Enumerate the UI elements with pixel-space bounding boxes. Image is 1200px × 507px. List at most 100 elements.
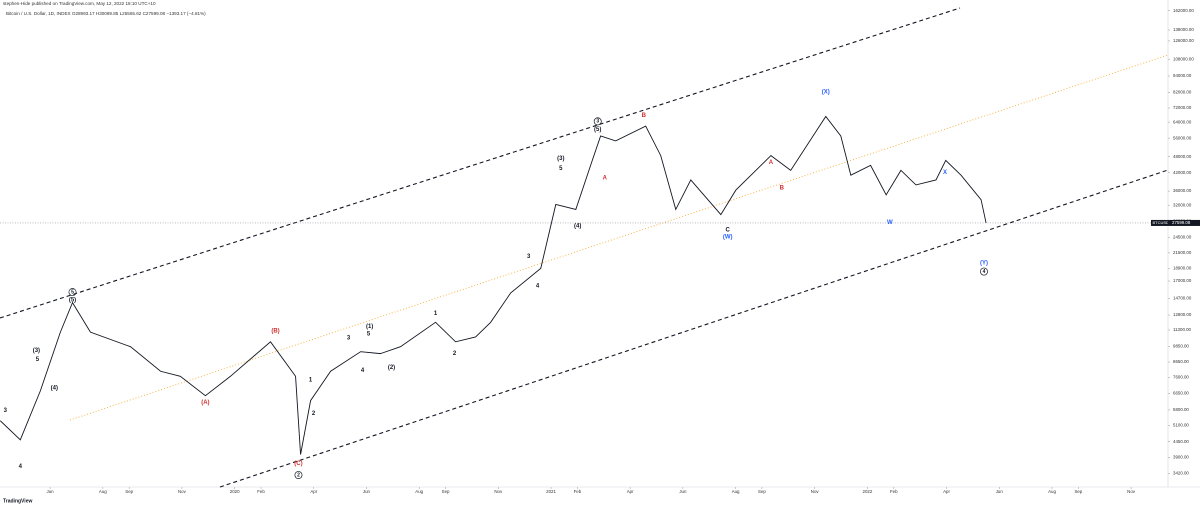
x-tick-label: Apr [943,489,950,494]
x-tick-label: Jun [47,489,55,494]
wave-label: B [780,186,785,192]
x-tick-label: Nov [1127,489,1136,494]
wave-label: 3 [527,254,531,260]
x-tick-label: 2022 [863,489,873,494]
y-tick-label: 6650.00 [1173,391,1189,396]
wave-label: 5 [559,166,563,172]
median-line [69,54,1169,421]
lower-channel [219,169,1169,488]
y-tick-label: 3420.00 [1173,470,1189,475]
wave-label: 4 [536,284,540,290]
price-tag-text: 27599.08 [1172,220,1191,225]
symbol-line: Bitcoin / U.S. Dollar, 1D, INDEX O28993.… [6,11,206,16]
x-tick-label: Aug [415,489,423,494]
y-tick-label: 138000.00 [1173,27,1194,32]
wave-label: 2 [453,351,457,357]
y-tick-label: 18900.00 [1173,265,1192,270]
wave-label: 4 [361,368,365,374]
x-tick-label: Feb [890,489,898,494]
wave-label: (1) [366,324,373,330]
wave-label: C [726,228,731,234]
x-tick-label: Aug [99,489,107,494]
brand: TradingView [3,498,32,504]
x-tick-label: Sep [758,489,766,494]
wave-label: B [642,113,647,119]
y-tick-label: 8650.00 [1173,359,1189,364]
y-tick-label: 3900.00 [1173,455,1189,460]
y-tick-label: 72000.00 [1173,105,1192,110]
x-tick-label: Feb [257,489,265,494]
wave-label: (Y) [980,260,988,266]
y-tick-label: 4450.00 [1173,439,1189,444]
y-tick-label: 64000.00 [1173,119,1192,124]
y-tick-label: 32000.00 [1173,202,1192,207]
y-tick-label: 94000.00 [1173,73,1192,78]
x-tick-label: Feb [574,489,582,494]
wave-label: 5 [36,357,40,363]
x-tick-label: Sep [442,489,450,494]
wave-label: (B) [271,329,279,335]
y-tick-label: 14700.00 [1173,296,1192,301]
symbol-tag-text: BTCUSD [1153,220,1170,225]
x-tick-label: 2021 [546,489,556,494]
wave-circle [294,471,303,479]
y-tick-label: 12800.00 [1173,312,1192,317]
wave-label: (3) [33,348,40,354]
y-tick-label: 48000.00 [1173,154,1192,159]
y-tick-label: 42000.00 [1173,170,1192,175]
y-tick-label: 126000.00 [1173,38,1194,43]
x-tick-label: Apr [310,489,317,494]
x-tick-label: Nov [811,489,820,494]
wave-label: 3 [347,336,351,342]
y-tick-label: 24500.00 [1173,234,1192,239]
wave-label: (4) [574,224,581,230]
y-tick-label: 162000.00 [1173,8,1194,13]
wave-label: (2) [388,365,395,371]
x-tick-label: Sep [1074,489,1082,494]
wave-label: (4) [51,385,58,391]
wave-circle [68,288,77,297]
x-tick-label: 2020 [230,489,240,494]
wave-label: 2 [297,472,300,478]
wave-circle [980,267,988,276]
y-tick-label: 21500.00 [1173,250,1192,255]
x-tick-label: Sep [125,489,133,494]
x-tick-label: Jun [679,489,687,494]
y-tick-label: 5100.00 [1173,423,1189,428]
price-tag [1168,219,1200,226]
wave-label: 2 [312,411,316,417]
wave-label: W [887,220,893,226]
x-tick-label: Aug [1048,489,1056,494]
x-tick-label: Nov [494,489,503,494]
price-line [0,115,987,455]
symbol-tag [1151,219,1168,226]
wave-label: 3 [596,119,599,125]
y-tick-label: 11300.00 [1173,327,1192,332]
publisher-line: stephen-Hide published on TradingView.co… [3,1,156,6]
x-tick-label: Jun [363,489,371,494]
wave-label: 1 [434,311,438,317]
wave-label: 5 [367,332,371,338]
x-tick-label: Jun [996,489,1004,494]
y-tick-label: 17000.00 [1173,278,1192,283]
wave-label: (W) [723,234,733,240]
x-tick-label: Nov [178,489,187,494]
wave-label: A [769,160,774,166]
wave-label: 4 [19,464,23,470]
wave-label: (X) [822,89,830,95]
wave-label: 5 [71,289,74,295]
x-tick-label: Aug [732,489,740,494]
wave-circle [593,117,602,126]
wave-label: 4 [983,269,986,275]
wave-label: (5) [594,127,601,133]
wave-label: (5) [69,298,76,304]
y-tick-label: 36000.00 [1173,188,1192,193]
wave-label: 1 [309,378,313,384]
wave-label: (A) [201,400,209,406]
y-tick-label: 56000.00 [1173,135,1192,140]
upper-channel [0,7,961,319]
wave-label: (C) [294,461,302,467]
wave-label: A [603,176,608,182]
wave-label: (3) [557,156,564,162]
